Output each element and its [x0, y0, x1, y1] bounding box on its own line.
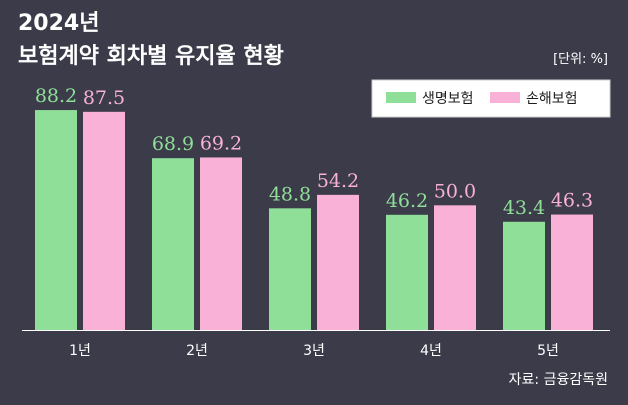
bar-nonlife-5 — [551, 214, 593, 330]
bars-group — [35, 110, 593, 330]
legend-swatch-life — [386, 92, 416, 103]
value-label-life-2: 68.9 — [152, 133, 194, 155]
x-tick-label-2: 2년 — [186, 343, 208, 359]
legend: 생명보험 손해보험 — [371, 79, 611, 118]
source-label: 자료: 금융감독원 — [509, 372, 608, 388]
unit-label: [단위: %] — [553, 52, 608, 67]
value-label-life-3: 48.8 — [269, 183, 311, 205]
x-tick-label-1: 1년 — [69, 343, 91, 359]
value-label-nonlife-4: 50.0 — [434, 180, 476, 202]
legend-label-life: 생명보험 — [422, 91, 474, 107]
bar-nonlife-2 — [200, 157, 242, 330]
bar-life-4 — [386, 214, 428, 330]
value-label-nonlife-1: 87.5 — [83, 87, 125, 109]
bar-life-2 — [152, 158, 194, 330]
bar-nonlife-1 — [83, 111, 125, 330]
bar-nonlife-4 — [434, 205, 476, 330]
page-title: 보험계약 회차별 유지율 현황 — [18, 43, 284, 69]
value-label-life-4: 46.2 — [386, 190, 428, 212]
year-title: 2024년 — [18, 11, 99, 36]
bar-life-3 — [269, 208, 311, 330]
legend-swatch-nonlife — [490, 92, 520, 103]
x-tick-label-3: 3년 — [303, 343, 325, 359]
legend-label-nonlife: 손해보험 — [526, 91, 578, 107]
bar-life-5 — [503, 221, 545, 330]
x-tick-label-4: 4년 — [420, 343, 442, 359]
value-label-nonlife-2: 69.2 — [200, 132, 242, 154]
value-label-nonlife-5: 46.3 — [551, 190, 593, 212]
value-label-life-1: 88.2 — [35, 85, 77, 107]
x-tick-labels: 1년 2년 3년 4년 5년 — [69, 343, 559, 359]
x-tick-label-5: 5년 — [537, 343, 559, 359]
value-label-life-5: 43.4 — [503, 197, 545, 219]
bar-nonlife-3 — [317, 194, 359, 330]
value-labels-group: 88.2 87.5 68.9 69.2 48.8 54.2 46.2 50.0 43.4 46.3 — [35, 85, 593, 219]
bar-life-1 — [35, 110, 77, 330]
value-label-nonlife-3: 54.2 — [317, 170, 359, 192]
